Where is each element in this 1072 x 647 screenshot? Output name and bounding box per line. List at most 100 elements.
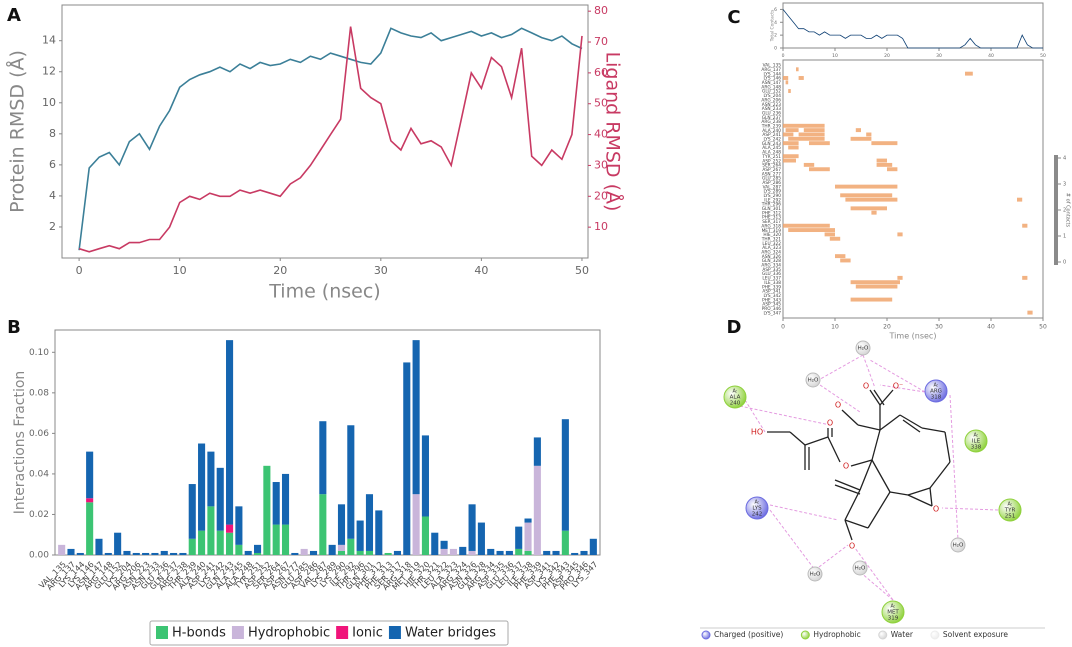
contact-segment	[850, 280, 900, 285]
residue-circle	[924, 379, 948, 403]
row-label: PRO_346	[762, 306, 782, 312]
row-label: THR_239	[761, 124, 781, 130]
bar-segment	[524, 522, 532, 551]
bar-segment	[328, 544, 336, 555]
bar-segment	[431, 532, 439, 555]
plot-frame	[61, 4, 589, 259]
contact-segment	[809, 141, 830, 146]
row-label: PHE_339	[762, 284, 781, 290]
bar-segment	[393, 550, 402, 555]
y-axis-label: Interactions Fraction	[12, 371, 28, 515]
x-axis-label: Time (nsec)	[268, 281, 380, 303]
contact-segment	[803, 128, 825, 133]
legend-label: Water	[891, 630, 914, 639]
residue-circle	[998, 498, 1022, 522]
contact-segment	[788, 136, 825, 141]
panel-letter: D	[727, 317, 742, 338]
y-tick-label: 80	[594, 4, 608, 17]
bar-segment	[421, 435, 429, 517]
bar-segment	[86, 451, 94, 499]
water-circle	[852, 560, 868, 576]
bar-segment	[86, 498, 94, 503]
bar-segment	[253, 552, 262, 555]
residue-name: ARG	[930, 389, 942, 395]
row-label: LYS_290	[763, 193, 781, 199]
x-tick-label: 40	[987, 323, 995, 330]
contact-segment	[788, 145, 799, 150]
bar-segment	[477, 522, 485, 555]
row-label: ALA_248	[762, 150, 781, 156]
x-tick-label: 10	[173, 264, 187, 277]
bar-segment	[170, 552, 178, 555]
bar-segment	[300, 548, 308, 555]
bar-segment	[76, 552, 84, 555]
row-label: ILE_292	[764, 197, 781, 203]
water-circle	[805, 372, 821, 388]
bar-segment	[561, 530, 569, 555]
contact-segment	[783, 123, 825, 128]
legend-label: Charged (positive)	[714, 630, 783, 639]
plot-frame	[54, 329, 601, 556]
atom-label: HO	[751, 428, 763, 437]
colorbar	[1054, 155, 1058, 265]
y-axis-label: Total Contacts	[770, 9, 776, 42]
row-label: VAL_287	[763, 184, 782, 190]
data-line	[78, 27, 583, 251]
panel-letter: B	[7, 317, 21, 338]
bar-segment	[281, 524, 290, 555]
row-label: ASN_326	[762, 254, 781, 260]
y-tick-label: 20	[594, 189, 608, 202]
row-label: ASP_267	[762, 167, 781, 173]
residue-circle	[723, 385, 747, 409]
contact-segment	[798, 76, 804, 80]
x-tick-label: 0	[76, 264, 83, 277]
bar-segment	[468, 550, 476, 555]
row-label: LYS_342	[763, 293, 781, 299]
bar-segment	[552, 550, 560, 555]
legend-label: Solvent exposure	[943, 630, 1008, 639]
residue-name: LYS	[752, 506, 762, 512]
bar-segment	[440, 540, 448, 549]
water-label: H₂O	[808, 378, 819, 384]
x-tick-label: 30	[374, 264, 388, 277]
y-tick-label: 70	[594, 35, 608, 48]
legend-label: H-bonds	[172, 626, 226, 641]
bar-segment	[216, 467, 224, 531]
bar-segment	[226, 524, 234, 533]
row-label: VAL_135	[763, 63, 782, 69]
data-line	[78, 26, 583, 253]
x-tick-label: 30	[935, 323, 943, 330]
bar-segment	[309, 550, 318, 555]
row-label: GLN_301	[762, 206, 782, 212]
panel-letter: C	[727, 7, 740, 28]
residue-name: ALA	[730, 395, 741, 401]
contact-segment	[788, 228, 835, 233]
bar-segment	[86, 502, 94, 555]
y-tick-label: 0.10	[29, 348, 49, 358]
y-tick-label: 0.00	[29, 551, 49, 561]
contact-segment	[897, 232, 903, 237]
row-label: GLU_336	[762, 271, 781, 277]
bar-segment	[235, 544, 243, 555]
x-tick-label: 40	[474, 264, 488, 277]
residue-number: 251	[1005, 514, 1016, 520]
ligand-structure	[767, 389, 951, 541]
row-label: SER_264	[762, 163, 781, 169]
contact-segment	[783, 158, 796, 163]
atom-label: O	[863, 382, 869, 391]
row-label: GLU_236	[762, 110, 781, 116]
row-label: LEU_322	[762, 241, 781, 247]
x-tick-label: 20	[883, 323, 891, 330]
colorbar-tick-label: 0	[1063, 260, 1066, 266]
x-tick-label: 30	[936, 53, 942, 59]
bar-segment	[347, 425, 355, 539]
bar-segment	[487, 548, 495, 555]
y-tick-label: 60	[594, 66, 608, 79]
bar-segment	[337, 544, 346, 551]
row-label: ARG_137	[761, 67, 781, 73]
y-tick-label: 2	[774, 33, 777, 39]
contact-segment	[783, 76, 789, 80]
